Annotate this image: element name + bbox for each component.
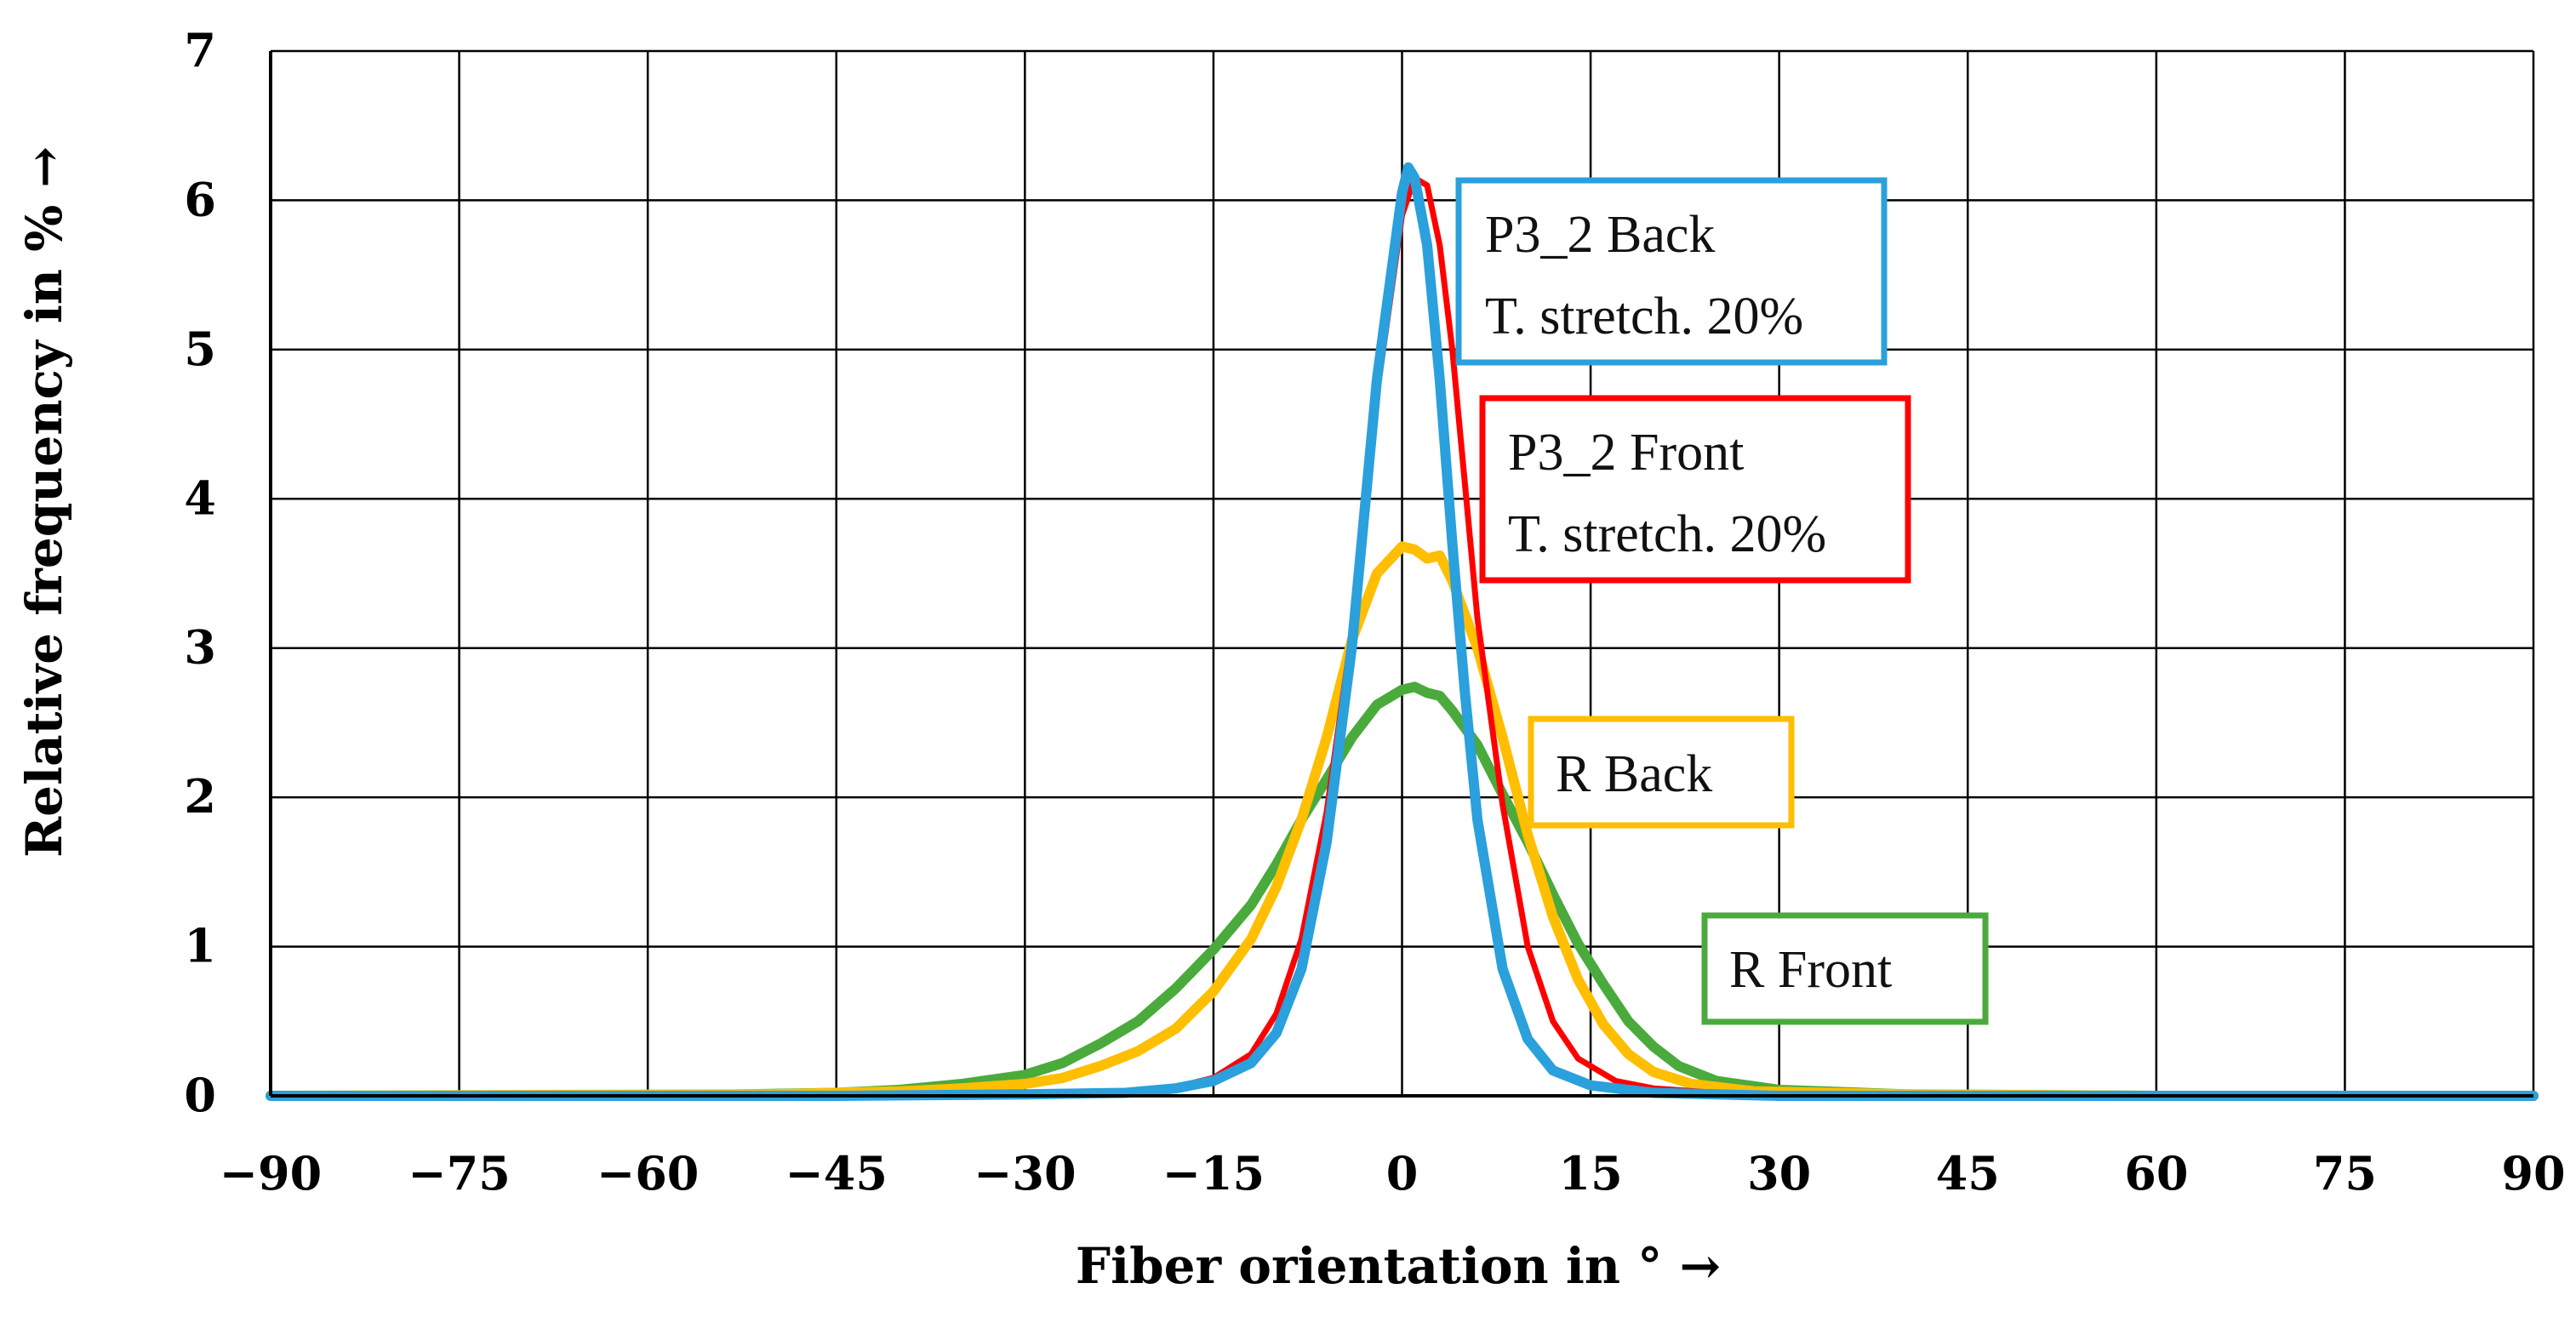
x-tick-label: −75 — [408, 1146, 510, 1200]
series-line — [266, 681, 2539, 1101]
legend-label: R Front — [1729, 941, 1892, 999]
series-line — [266, 162, 2539, 1101]
axes — [269, 51, 2533, 1098]
legend-frame — [1528, 716, 1795, 829]
x-tick-label: 60 — [2124, 1146, 2188, 1200]
y-tick-label: 1 — [184, 919, 216, 973]
y-axis-title: Relative frequency in % → — [15, 146, 73, 858]
legend-label: T. stretch. 20% — [1508, 505, 1826, 563]
x-tick-label: −30 — [974, 1146, 1076, 1200]
x-tick-label: −15 — [1162, 1146, 1265, 1200]
legend-label: P3_2 Back — [1485, 206, 1715, 264]
legend-label: P3_2 Front — [1508, 424, 1744, 482]
legend-box: R Front — [1701, 912, 1989, 1025]
series-line — [266, 541, 2539, 1101]
x-tick-label: 15 — [1559, 1146, 1623, 1200]
x-tick-label: 75 — [2313, 1146, 2377, 1200]
y-tick-label: 0 — [184, 1068, 216, 1122]
legend: P3_2 Back T. stretch. 20% P3_2 Front T. str… — [1455, 177, 1989, 1025]
y-tick-label: 6 — [184, 172, 216, 226]
x-tick-label: −90 — [220, 1146, 322, 1200]
y-tick-label: 5 — [184, 322, 216, 376]
legend-box: P3_2 Back T. stretch. 20% — [1455, 177, 1888, 366]
legend-label: R Back — [1556, 745, 1712, 803]
y-tick-label: 4 — [184, 470, 216, 525]
legend-frame — [1701, 912, 1989, 1025]
y-tick-label: 3 — [184, 620, 216, 675]
y-tick-label: 2 — [184, 769, 216, 824]
x-tick-label: 0 — [1386, 1146, 1419, 1200]
legend-label: T. stretch. 20% — [1485, 288, 1803, 345]
legend-frame — [1455, 177, 1888, 366]
legend-box: R Back — [1528, 716, 1795, 829]
x-tick-label: 45 — [1936, 1146, 2000, 1200]
x-tick-label: 30 — [1747, 1146, 1811, 1200]
x-axis-title: Fiber orientation in ° → — [1076, 1237, 1721, 1295]
x-tick-label: −60 — [597, 1146, 699, 1200]
x-tick-label: 90 — [2501, 1146, 2565, 1200]
series-lines — [266, 162, 2539, 1101]
legend-frame — [1479, 395, 1911, 584]
x-tick-label: −45 — [785, 1146, 888, 1200]
y-tick-label: 7 — [184, 23, 216, 77]
legend-box: P3_2 Front T. stretch. 20% — [1479, 395, 1911, 584]
